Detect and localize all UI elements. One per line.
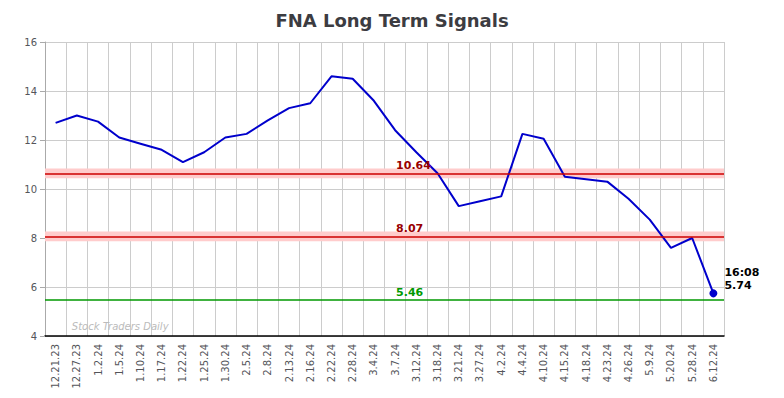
svg-text:4.15.24: 4.15.24 <box>559 344 570 382</box>
svg-text:5.46: 5.46 <box>396 286 423 299</box>
svg-text:4.18.24: 4.18.24 <box>581 344 592 382</box>
svg-text:4.10.24: 4.10.24 <box>538 344 549 382</box>
svg-text:2.5.24: 2.5.24 <box>241 344 252 376</box>
svg-text:1.22.24: 1.22.24 <box>177 344 188 382</box>
svg-text:5.28.24: 5.28.24 <box>687 344 698 382</box>
svg-text:2.16.24: 2.16.24 <box>305 344 316 382</box>
svg-text:1.30.24: 1.30.24 <box>220 344 231 382</box>
svg-text:3.7.24: 3.7.24 <box>390 344 401 376</box>
svg-text:1.10.24: 1.10.24 <box>135 344 146 382</box>
svg-text:5.74: 5.74 <box>724 279 751 292</box>
svg-text:4: 4 <box>31 331 37 342</box>
svg-text:3.4.24: 3.4.24 <box>368 344 379 376</box>
svg-text:8.07: 8.07 <box>396 222 423 235</box>
svg-text:2.13.24: 2.13.24 <box>284 344 295 382</box>
svg-text:3.21.24: 3.21.24 <box>453 344 464 382</box>
svg-text:8: 8 <box>31 233 37 244</box>
svg-text:16:08: 16:08 <box>724 266 759 279</box>
svg-text:3.12.24: 3.12.24 <box>411 344 422 382</box>
svg-text:1.17.24: 1.17.24 <box>156 344 167 382</box>
svg-text:10.64: 10.64 <box>396 159 431 172</box>
svg-text:2.22.24: 2.22.24 <box>326 344 337 382</box>
svg-text:4.23.24: 4.23.24 <box>602 344 613 382</box>
svg-text:12: 12 <box>24 135 37 146</box>
svg-text:6: 6 <box>31 282 37 293</box>
svg-text:3.18.24: 3.18.24 <box>432 344 443 382</box>
svg-text:4.2.24: 4.2.24 <box>496 344 507 376</box>
svg-text:Stock Traders Daily: Stock Traders Daily <box>72 321 170 332</box>
svg-text:5.20.24: 5.20.24 <box>665 344 676 382</box>
svg-text:1.5.24: 1.5.24 <box>114 344 125 376</box>
svg-text:FNA Long Term Signals: FNA Long Term Signals <box>275 10 508 31</box>
svg-text:12.27.23: 12.27.23 <box>71 344 82 389</box>
svg-text:10: 10 <box>24 184 37 195</box>
svg-text:5.9.24: 5.9.24 <box>644 344 655 376</box>
svg-text:16: 16 <box>24 37 37 48</box>
svg-text:6.12.24: 6.12.24 <box>708 344 719 382</box>
svg-text:4.4.24: 4.4.24 <box>517 344 528 376</box>
svg-text:2.28.24: 2.28.24 <box>347 344 358 382</box>
svg-text:1.25.24: 1.25.24 <box>199 344 210 382</box>
svg-text:1.2.24: 1.2.24 <box>93 344 104 376</box>
svg-text:2.8.24: 2.8.24 <box>262 344 273 376</box>
svg-text:12.21.23: 12.21.23 <box>50 344 61 389</box>
svg-text:3.27.24: 3.27.24 <box>474 344 485 382</box>
svg-text:14: 14 <box>24 86 37 97</box>
svg-text:4.26.24: 4.26.24 <box>623 344 634 382</box>
